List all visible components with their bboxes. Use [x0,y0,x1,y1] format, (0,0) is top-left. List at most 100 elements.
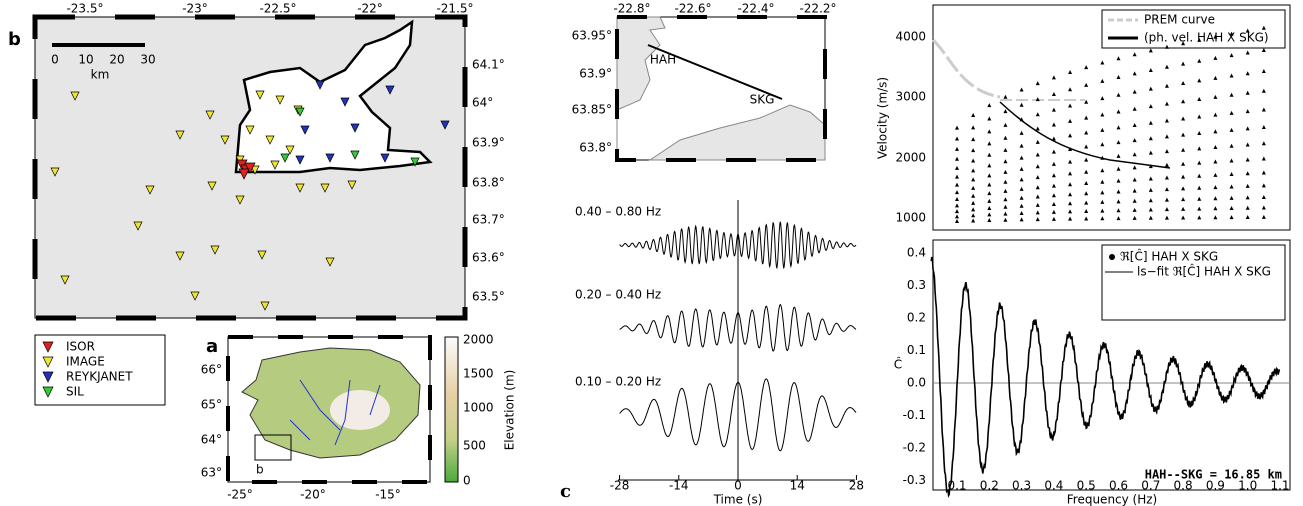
grid-marker [971,194,975,198]
grid-marker [1262,125,1266,129]
legend-label: (ph. vel. HAH X SKG) [1144,31,1269,45]
grid-marker [1068,201,1072,205]
grid-marker [1003,197,1007,201]
grid-marker [1084,83,1088,87]
y-tick-label: 63.8° [472,176,505,190]
band-label: 0.10 – 0.20 Hz [575,375,661,389]
x-tick-label: 0.4 [1044,479,1063,493]
phase-velocity [1000,102,1170,168]
grid-marker [971,186,975,190]
grid-marker [1230,206,1234,210]
legend-label: REYKJANET [66,370,133,384]
grid-marker [1246,157,1250,161]
grid-marker [1100,190,1104,194]
grid-marker [1003,136,1007,140]
grid-marker [1230,172,1234,176]
grid-marker [1117,140,1121,144]
x-tick-label: -22° [357,2,383,16]
x-tick-label: -22.4° [737,2,774,16]
grid-marker [1246,109,1250,113]
grid-marker [1020,187,1024,191]
grid-marker [1230,128,1234,132]
grid-marker [1181,186,1185,190]
grid-marker [1052,150,1056,154]
grid-marker [1246,50,1250,54]
axis-label: Frequency (Hz) [1067,493,1158,506]
grid-marker [1036,194,1040,198]
x-tick-label: 0.3 [1012,479,1031,493]
grid-marker [1213,95,1217,99]
legend-dot [1109,254,1115,260]
scale-tick-label: 10 [78,53,93,67]
grid-marker [1117,154,1121,158]
colorbar-tick-label: 1000 [463,401,494,415]
grid-marker [1003,205,1007,209]
grid-marker [1100,180,1104,184]
y-tick-label: 1000 [895,211,926,225]
grid-marker [1262,183,1266,187]
grid-marker [1068,217,1072,221]
grid-marker [955,197,959,201]
x-tick-label: 0.2 [980,479,999,493]
x-tick-label: -22.2° [799,2,836,16]
x-tick-label: 0.6 [1109,479,1128,493]
grid-marker [1003,170,1007,174]
grid-marker [1100,216,1104,220]
grid-marker [955,203,959,207]
grid-marker [1052,193,1056,197]
grid-marker [971,218,975,222]
grid-marker [1036,210,1040,214]
grid-marker [1246,71,1250,75]
grid-marker [1165,198,1169,202]
x-tick-label: -22.5° [259,2,296,16]
grid-marker [1003,123,1007,127]
grid-marker [987,153,991,157]
x-tick-label: -21.5° [436,2,473,16]
grid-marker [1246,215,1250,219]
grid-marker [1149,207,1153,211]
grid-marker [987,173,991,177]
grid-marker [1003,148,1007,152]
grid-marker [1133,216,1137,220]
grid-marker [971,177,975,181]
grid-marker [1262,69,1266,73]
grid-marker [971,148,975,152]
grid-marker [955,183,959,187]
station-label: SKG [750,93,775,107]
grid-marker [1003,189,1007,193]
grid-marker [1003,180,1007,184]
x-tick-label: 0 [734,479,742,493]
grid-marker [1230,184,1234,188]
y-tick-label: 63.6° [472,251,505,265]
grid-marker [1003,109,1007,113]
grid-marker [1149,48,1153,52]
grid-marker [1213,159,1217,163]
grid-marker [1052,108,1056,112]
grid-marker [1084,116,1088,120]
x-tick-label: -20° [300,488,326,502]
grid-marker [1036,164,1040,168]
grid-marker [955,126,959,130]
x-tick-label: -15° [375,488,401,502]
grid-marker [1133,178,1137,182]
y-tick-label: 63.8° [579,141,612,155]
grid-marker [1100,128,1104,132]
grid-marker [1165,187,1169,191]
panel-label: b [8,29,21,50]
y-tick-label: 0.4 [907,246,926,260]
grid-marker [1149,136,1153,140]
grid-marker [955,166,959,170]
grid-marker [1020,131,1024,135]
y-tick-label: -0.3 [903,473,926,487]
grid-marker [971,168,975,172]
grid-marker [1181,207,1185,211]
grid-marker [1133,123,1137,127]
grid-marker [1100,112,1104,116]
grid-marker [1117,208,1121,212]
x-tick-label: -22.6° [674,2,711,16]
grid-marker [1181,81,1185,85]
grid-marker [1213,196,1217,200]
grid-marker [1068,104,1072,108]
y-tick-label: 0.1 [907,343,926,357]
grid-marker [1246,171,1250,175]
